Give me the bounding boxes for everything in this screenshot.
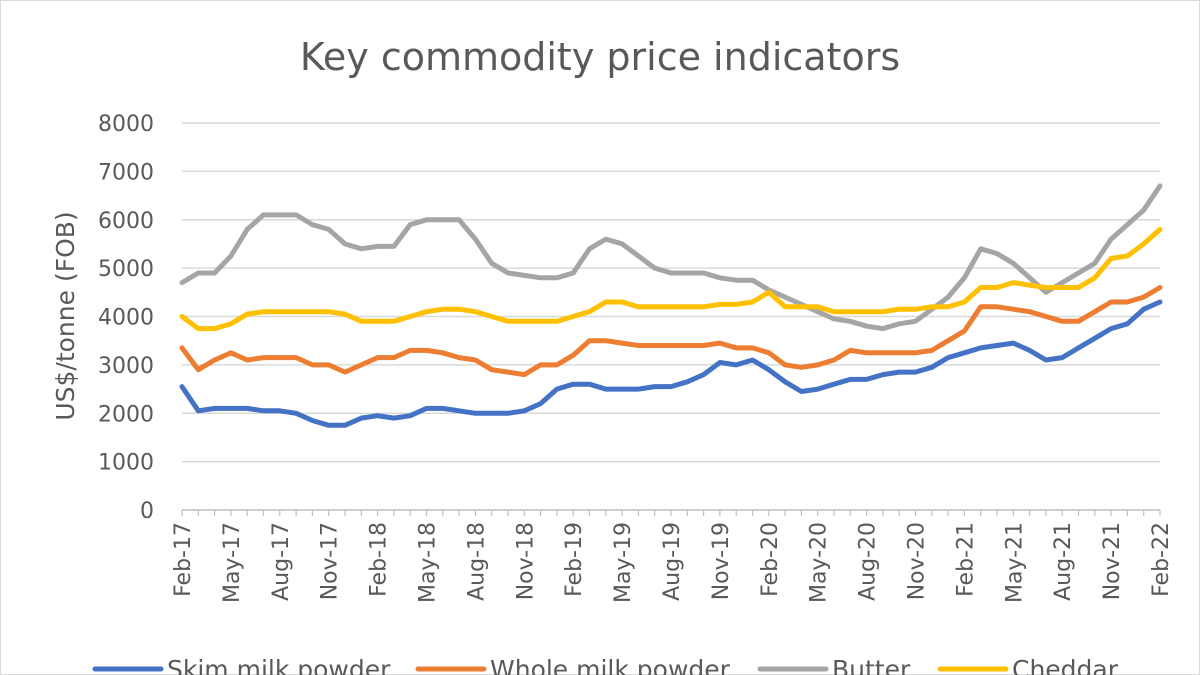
x-tick-label: Aug-19: [660, 522, 685, 601]
x-tick-label: Nov-17: [318, 522, 343, 600]
x-tick-label: Feb-18: [367, 522, 392, 597]
x-tick-label: Feb-21: [953, 522, 978, 597]
legend-label: Skim milk powder: [167, 655, 391, 675]
x-tick-label: Nov-19: [709, 522, 734, 600]
y-axis-ticks: 0 1000 2000 3000 4000 5000 6000 7000 8000: [98, 112, 154, 524]
legend: Skim milk powder Whole milk powder Butter C…: [92, 655, 1119, 675]
x-tick-label: Aug-17: [269, 522, 294, 601]
x-axis: Feb-17 May-17 Aug-17 Nov-17 Feb-18 May-18 Aug-…: [171, 509, 1174, 603]
x-tick-label: May-21: [1002, 522, 1027, 603]
y-tick-label: 4000: [98, 306, 154, 331]
series-line-cheddar: [179, 226, 1163, 332]
y-tick-label: 8000: [98, 112, 154, 137]
x-tick-label: May-20: [807, 522, 832, 603]
series-line-butter: [179, 183, 1163, 332]
chart-title: Key commodity price indicators: [300, 35, 900, 79]
legend-label: Cheddar: [1012, 655, 1119, 675]
y-axis-label: US$/tonne (FOB): [51, 211, 80, 420]
x-tick-label: Aug-18: [464, 522, 489, 601]
y-tick-label: 3000: [98, 354, 154, 379]
y-tick-label: 7000: [98, 160, 154, 185]
x-tick-label: Feb-22: [1149, 522, 1174, 597]
series-line-skim-milk-powder: [179, 299, 1163, 428]
x-tick-label: Feb-20: [758, 522, 783, 597]
x-tick-label: May-19: [611, 522, 636, 603]
x-tick-label: Aug-20: [856, 522, 881, 601]
x-tick-label: Nov-21: [1100, 522, 1125, 600]
series-line-whole-milk-powder: [179, 285, 1163, 378]
x-tick-label: Feb-19: [562, 522, 587, 597]
y-tick-label: 0: [140, 499, 154, 524]
y-tick-label: 1000: [98, 451, 154, 476]
y-tick-label: 6000: [98, 209, 154, 234]
x-tick-label: Nov-18: [513, 522, 538, 600]
legend-label: Whole milk powder: [490, 655, 731, 675]
x-tick-label: Nov-20: [905, 522, 930, 600]
x-tick-label: Aug-21: [1051, 522, 1076, 601]
x-tick-label: Feb-17: [171, 522, 196, 597]
y-tick-label: 2000: [98, 402, 154, 427]
legend-label: Butter: [832, 655, 911, 675]
x-tick-label: May-18: [416, 522, 441, 603]
gridlines: [182, 122, 1160, 463]
series-lines: [179, 183, 1163, 428]
y-tick-label: 5000: [98, 257, 154, 282]
x-tick-label: May-17: [220, 522, 245, 603]
